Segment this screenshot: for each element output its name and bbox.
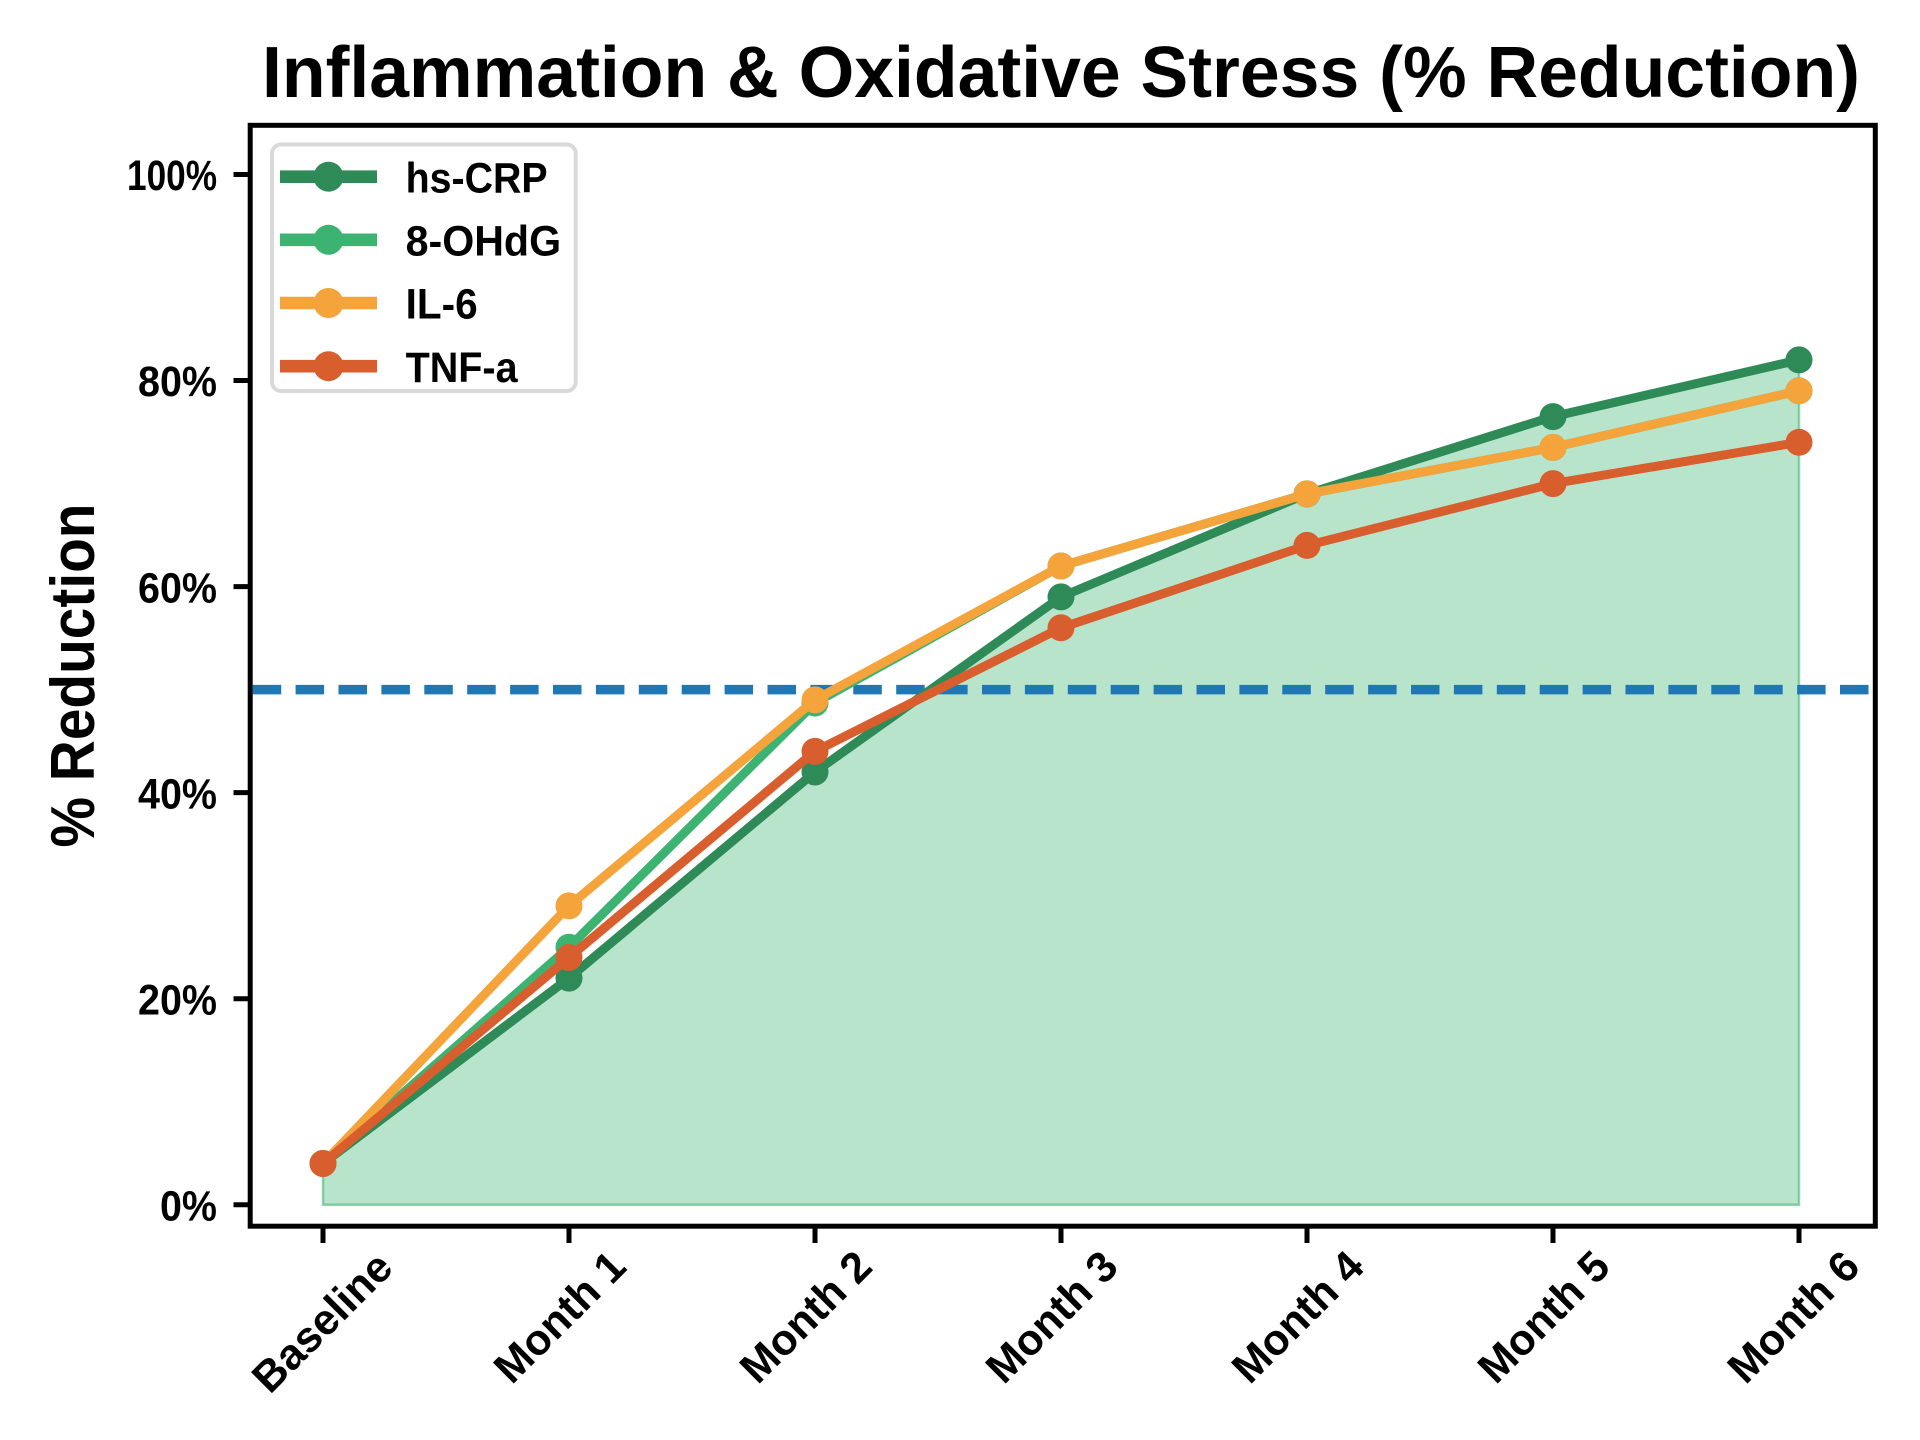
svg-text:40%: 40% <box>138 770 217 818</box>
svg-text:20%: 20% <box>138 976 217 1024</box>
svg-text:60%: 60% <box>138 564 217 612</box>
svg-text:Inflammation & Oxidative Stres: Inflammation & Oxidative Stress (% Reduc… <box>262 33 1860 113</box>
svg-text:hs-CRP: hs-CRP <box>406 154 548 202</box>
svg-text:8-OHdG: 8-OHdG <box>406 218 561 266</box>
svg-text:IL-6: IL-6 <box>406 281 478 329</box>
svg-text:80%: 80% <box>138 358 217 406</box>
svg-text:100%: 100% <box>127 152 217 200</box>
svg-text:0%: 0% <box>160 1182 217 1230</box>
svg-text:TNF-a: TNF-a <box>406 344 519 392</box>
svg-text:% Reduction: % Reduction <box>39 504 108 848</box>
